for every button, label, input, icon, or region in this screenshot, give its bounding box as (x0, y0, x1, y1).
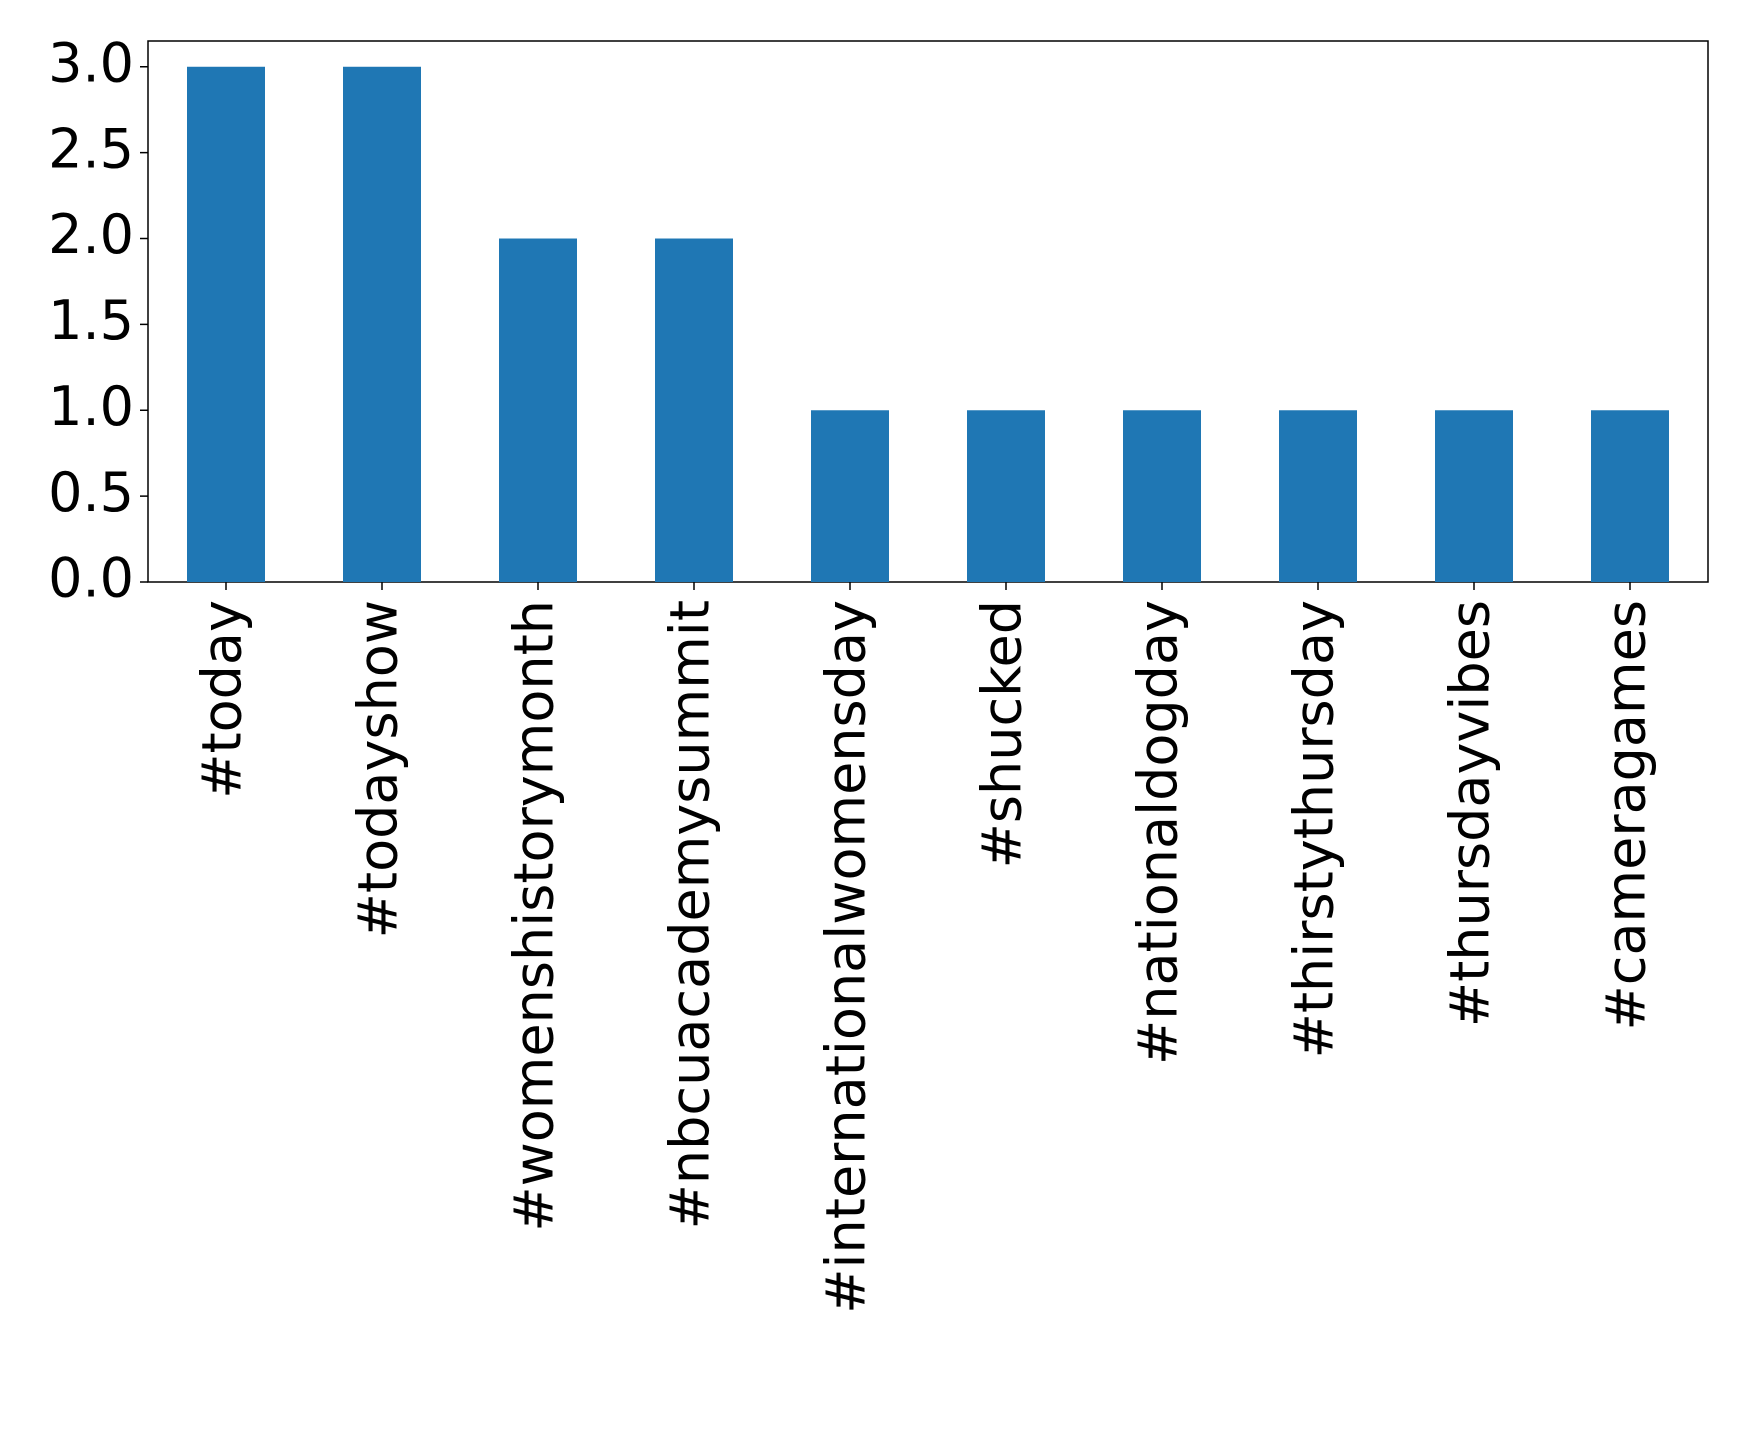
y-tick-label: 2.0 (48, 203, 134, 266)
x-tick-label: #nbcuacademysummit (659, 600, 722, 1229)
plot-frame (147, 40, 1709, 583)
x-tick-label: #shucked (971, 600, 1034, 868)
y-tick-label: 1.0 (48, 375, 134, 438)
x-tick-label: #nationaldogday (1127, 600, 1190, 1065)
x-tick-label: #cameragames (1595, 600, 1658, 1030)
x-tick-label: #todayshow (347, 600, 410, 938)
y-tick-label: 0.5 (48, 461, 134, 524)
y-tick-label: 0.0 (48, 547, 134, 610)
bar (811, 410, 889, 582)
y-tick-label: 3.0 (48, 31, 134, 94)
y-tick-label: 2.5 (48, 117, 134, 180)
bar (1591, 410, 1669, 582)
y-tick-label: 1.5 (48, 289, 134, 352)
bar (499, 238, 577, 582)
bar (967, 410, 1045, 582)
bar (187, 66, 265, 582)
x-tick-label: #internationalwomensday (815, 600, 878, 1314)
x-tick-label: #thirstythursday (1283, 600, 1346, 1058)
bar (1279, 410, 1357, 582)
x-tick-label: #thursdayvibes (1439, 600, 1502, 1027)
x-tick-label: #womenshistorymonth (503, 600, 566, 1232)
x-tick-label: #today (191, 600, 254, 799)
bar (1123, 410, 1201, 582)
bar (1435, 410, 1513, 582)
bar (343, 66, 421, 582)
bar (655, 238, 733, 582)
